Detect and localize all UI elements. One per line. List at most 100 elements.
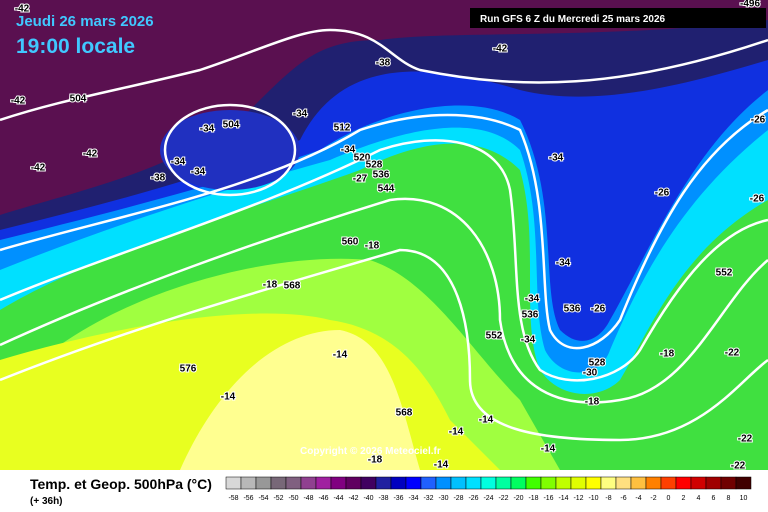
contours <box>0 28 768 442</box>
legend-label: -32 <box>423 495 433 502</box>
legend-swatch <box>300 476 317 490</box>
map-label: -38 <box>151 173 166 184</box>
map-label: -34 <box>191 167 206 178</box>
legend-label: -46 <box>318 495 328 502</box>
legend-label: -58 <box>228 495 238 502</box>
map-label: -22 <box>738 434 753 445</box>
map-label: -18 <box>263 280 278 291</box>
legend-swatch <box>630 476 647 490</box>
legend-label: -14 <box>558 495 568 502</box>
legend-swatch <box>690 476 707 490</box>
map-background <box>0 0 768 470</box>
legend-swatch <box>510 476 527 490</box>
map-label: -14 <box>333 350 348 361</box>
legend-label: -22 <box>498 495 508 502</box>
map-label: -42 <box>15 4 30 15</box>
legend-label: 8 <box>727 495 731 502</box>
map-label: 560 <box>342 237 359 248</box>
legend-swatch <box>570 476 587 490</box>
legend-label: -48 <box>303 495 313 502</box>
legend-label: -54 <box>258 495 268 502</box>
legend-label: -2 <box>650 495 656 502</box>
legend-label: 6 <box>712 495 716 502</box>
map-label: -14 <box>449 427 464 438</box>
legend-swatch <box>495 476 512 490</box>
legend-label: -24 <box>483 495 493 502</box>
map-labels: -42 -42 -42 504 -42 -42 504 -34 -34 -34 … <box>10 0 767 473</box>
map-label: -34 <box>200 124 215 135</box>
legend-label: -12 <box>573 495 583 502</box>
map-label: -34 <box>556 258 571 269</box>
legend-swatch <box>420 476 437 490</box>
map-label: 568 <box>396 408 413 419</box>
legend-label: 0 <box>667 495 671 502</box>
legend-swatch <box>270 476 287 490</box>
run-info: Run GFS 6 Z du Mercredi 25 mars 2026 <box>480 14 666 25</box>
map-label: -34 <box>525 294 540 305</box>
footer-lead: (+ 36h) <box>30 496 63 507</box>
legend-label: -44 <box>333 495 343 502</box>
legend-swatch <box>435 476 452 490</box>
legend-label: -26 <box>468 495 478 502</box>
legend-swatch <box>285 476 302 490</box>
map-label: -26 <box>750 194 765 205</box>
map-label: -38 <box>376 58 391 69</box>
map-label: -42 <box>83 149 98 160</box>
legend-swatch <box>615 476 632 490</box>
legend-label: 2 <box>682 495 686 502</box>
legend-label: -34 <box>408 495 418 502</box>
legend-label: -30 <box>438 495 448 502</box>
map-label: 568 <box>284 281 301 292</box>
map-label: -42 <box>31 163 46 174</box>
map-label: -14 <box>479 415 494 426</box>
map-label: 536 <box>564 304 581 315</box>
map-label: -34 <box>171 157 186 168</box>
legend-swatch <box>540 476 557 490</box>
map-label: 552 <box>486 331 503 342</box>
legend-swatch <box>480 476 497 490</box>
copyright: Copyright © 2026 Meteociel.fr <box>300 446 441 457</box>
legend-swatch <box>465 476 482 490</box>
map-label: 504 <box>70 94 87 105</box>
map-label: -26 <box>751 115 766 126</box>
map-label: -27 <box>353 174 368 185</box>
legend-label: -16 <box>543 495 553 502</box>
legend-swatch <box>600 476 617 490</box>
legend-label: -36 <box>393 495 403 502</box>
map-label: -34 <box>341 145 356 156</box>
legend-label: -38 <box>378 495 388 502</box>
legend-swatch <box>450 476 467 490</box>
map-label: -30 <box>583 368 598 379</box>
map-label: 544 <box>378 184 395 195</box>
map-label: 512 <box>334 123 351 134</box>
forecast-date: Jeudi 26 mars 2026 <box>16 13 154 30</box>
map-label: 528 <box>589 358 606 369</box>
legend-swatch <box>720 476 737 490</box>
legend-label: -50 <box>288 495 298 502</box>
legend-label: -4 <box>635 495 641 502</box>
legend-swatch <box>345 476 362 490</box>
legend-label: -56 <box>243 495 253 502</box>
legend-label: -40 <box>363 495 373 502</box>
map-label: -496 <box>740 0 760 10</box>
legend-label: -6 <box>620 495 626 502</box>
color-legend: -58 -56 -54 -52 -50 -48 -46 -44 -42 -40 -38 -36 -34-… <box>225 476 752 502</box>
legend-swatch <box>645 476 662 490</box>
legend-swatch <box>390 476 407 490</box>
map-label: -18 <box>585 397 600 408</box>
map-label: -42 <box>493 44 508 55</box>
legend-label: -28 <box>453 495 463 502</box>
legend-swatch <box>315 476 332 490</box>
run-box <box>470 8 766 28</box>
map-label: -22 <box>725 348 740 359</box>
legend-label: -42 <box>348 495 358 502</box>
legend-swatch <box>225 476 242 490</box>
legend-label: -10 <box>588 495 598 502</box>
map-label: -22 <box>731 461 746 472</box>
legend-label: -52 <box>273 495 283 502</box>
map-label: -18 <box>365 241 380 252</box>
legend-swatch <box>240 476 257 490</box>
legend-swatch <box>585 476 602 490</box>
legend-swatch <box>375 476 392 490</box>
map-label: -14 <box>541 444 556 455</box>
